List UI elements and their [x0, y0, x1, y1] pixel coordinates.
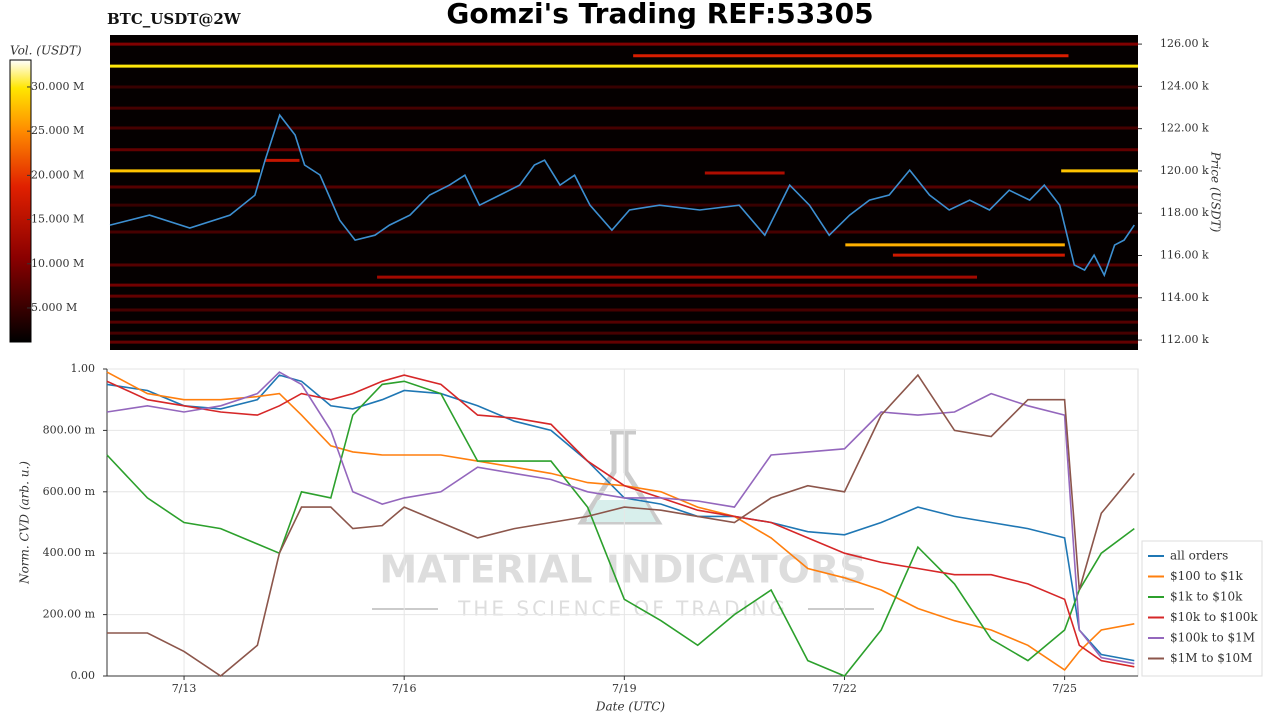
series-line	[106, 371, 1135, 665]
y-axis-label: Price (USDT)	[1209, 151, 1223, 233]
y-tick-label: 126.00 k	[1160, 37, 1209, 50]
legend-label: $1k to $10k	[1170, 590, 1243, 604]
watermark-brand: MATERIAL INDICATORS	[379, 548, 866, 592]
series-line	[106, 371, 1135, 671]
y-tick-label: 118.00 k	[1160, 206, 1209, 219]
series-line	[106, 374, 1135, 668]
x-tick-label: 7/22	[832, 682, 857, 695]
y-tick-label: 122.00 k	[1160, 122, 1209, 135]
y-tick-label: 1.00	[71, 362, 96, 375]
page-title: Gomzi's Trading REF:53305	[446, 0, 873, 30]
x-tick-label: 7/16	[392, 682, 417, 695]
x-tick-label: 7/13	[172, 682, 197, 695]
y-tick-label: 116.00 k	[1160, 249, 1209, 262]
watermark: MATERIAL INDICATORS THE SCIENCE OF TRADI…	[372, 429, 874, 621]
colorbar-label: Vol. (USDT)	[10, 44, 82, 58]
y-tick-label: 600.00 m	[43, 485, 96, 498]
colorbar-tick-label: 20.000 M	[31, 168, 84, 181]
y-tick-label: 112.00 k	[1160, 333, 1209, 346]
colorbar-tick-label: 10.000 M	[31, 257, 84, 270]
watermark-tagline: THE SCIENCE OF TRADING	[457, 597, 788, 621]
y-tick-label: 400.00 m	[43, 546, 96, 559]
legend-label: $100 to $1k	[1170, 569, 1243, 583]
x-axis-label: Date (UTC)	[595, 700, 665, 714]
y-tick-label: 120.00 k	[1160, 164, 1209, 177]
y-tick-label: 114.00 k	[1160, 291, 1209, 304]
price-line	[109, 113, 1135, 278]
legend-label: $100k to $1M	[1170, 631, 1255, 645]
symbol: BTC_USDT@2W	[107, 10, 242, 28]
colorbar-tick-label: 15.000 M	[31, 213, 84, 226]
series-line	[106, 374, 1135, 662]
heatmap-layer: 112.00 k 114.00 k 116.00 k 118.00 k 120.00 k…	[9, 37, 1223, 346]
colorbar-tick-label: 25.000 M	[31, 124, 84, 137]
y-tick-label: 800.00 m	[43, 423, 96, 436]
colorbar-tick-label: 30.000 M	[31, 80, 84, 93]
series-line	[107, 373, 1135, 677]
y-tick-label: 0.00	[71, 669, 96, 682]
cvd-layer: 0.00 200.00 m 400.00 m 600.00 m 800.00 m 1.00…	[18, 362, 1263, 714]
y-tick-label: 200.00 m	[43, 608, 96, 621]
colorbar-tick-label: 5.000 M	[31, 301, 77, 314]
legend	[1141, 540, 1263, 677]
colorbar	[9, 59, 32, 343]
y-tick-label: 124.00 k	[1160, 79, 1209, 92]
series-line	[106, 380, 1135, 677]
legend-label: all orders	[1170, 549, 1228, 563]
y-axis-label: Norm. CVD (arb. u.)	[18, 461, 32, 585]
legend-label: $1M to $10M	[1170, 651, 1252, 665]
x-tick-label: 7/25	[1052, 682, 1077, 695]
legend-label: $10k to $100k	[1170, 610, 1258, 624]
x-tick-label: 7/19	[612, 682, 637, 695]
heatmap-area	[110, 35, 1138, 350]
